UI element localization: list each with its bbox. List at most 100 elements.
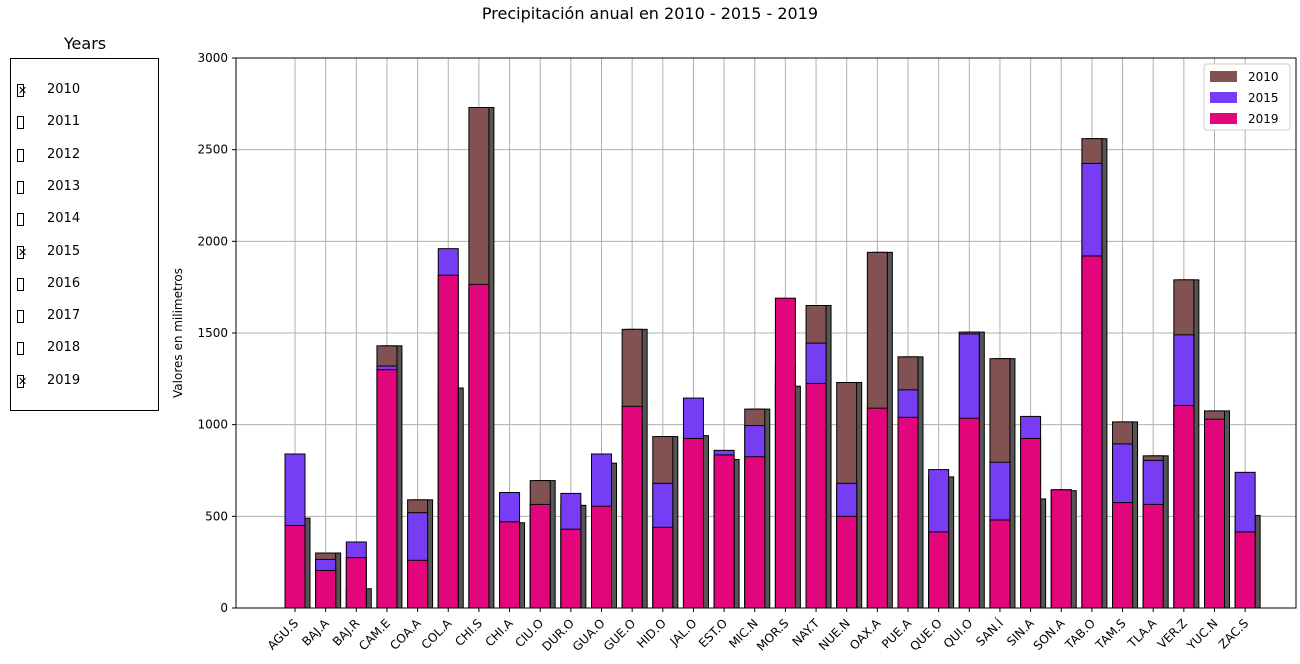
y-tick-label: 3000 [197, 51, 228, 65]
x-tick-label: HID.O [634, 616, 669, 651]
x-tick-label: YUC.N [1184, 616, 1221, 653]
x-tick-label: JAL.O [667, 616, 700, 649]
year-option-2018[interactable]: 2018 [11, 339, 151, 359]
x-tick-label: SAN.Í [973, 615, 1007, 649]
y-tick-label: 500 [205, 509, 228, 523]
year-option-2010[interactable]: ✕ 2010 [11, 81, 151, 101]
year-label: 2018 [47, 340, 81, 356]
bar-2019 [1050, 489, 1072, 609]
bar-2019 [591, 505, 612, 609]
bar-2019 [499, 521, 521, 609]
year-option-2017[interactable]: 2017 [11, 307, 151, 327]
bar-2019 [652, 526, 674, 609]
y-tick-label: 0 [220, 601, 228, 615]
bar-2019 [928, 531, 950, 609]
x-tick-label: GUE.O [601, 616, 638, 653]
bar-2019 [284, 525, 306, 609]
year-option-2013[interactable]: 2013 [11, 178, 151, 198]
year-checkbox-2015[interactable]: ✕ [17, 245, 28, 259]
y-tick-label: 1000 [197, 418, 228, 432]
bar-2019 [805, 382, 827, 609]
bar-2019 [1142, 503, 1164, 609]
chart-title: Precipitación anual en 2010 - 2015 - 201… [481, 4, 819, 23]
year-checkbox-2011[interactable] [17, 116, 24, 130]
year-checkbox-2014[interactable] [17, 213, 24, 227]
bar-2019 [774, 297, 796, 609]
legend-label-2019: 2019 [1248, 112, 1279, 126]
bar-2019 [1173, 404, 1195, 609]
year-label: 2015 [47, 243, 81, 259]
year-checkbox-2012[interactable] [17, 148, 24, 162]
bar-2019 [958, 417, 980, 609]
bar-2019 [836, 515, 858, 609]
bar-2019 [866, 407, 888, 609]
year-checkbox-2013[interactable] [17, 180, 24, 194]
bar-2019 [437, 274, 459, 609]
y-tick-label: 2000 [197, 234, 228, 248]
x-tick-label: AGU.S [265, 616, 301, 652]
year-label: 2010 [47, 82, 81, 97]
x-tick-label: COL.A [419, 616, 455, 652]
bar-2019 [560, 528, 582, 609]
years-selector-title: Years [63, 34, 107, 53]
year-option-2019[interactable]: ✕ 2019 [11, 372, 151, 392]
x-tick-label: EST.O [696, 616, 730, 650]
year-option-2011[interactable]: 2011 [11, 113, 151, 133]
year-label: 2014 [47, 211, 81, 227]
legend-label-2010: 2010 [1248, 70, 1279, 84]
y-axis-label: Valores en milimetros [171, 268, 185, 398]
legend-swatch-2010 [1210, 71, 1237, 82]
y-tick-label: 1500 [197, 326, 228, 340]
bar-2019 [407, 559, 429, 609]
bar-2019 [989, 519, 1011, 609]
x-tick-label: VER.Z [1155, 616, 1190, 651]
x-tick-label: CHI.S [452, 616, 485, 649]
year-option-2014[interactable]: 2014 [11, 210, 151, 230]
x-tick-label: TLA.A [1124, 616, 1159, 651]
bar-2019 [1112, 502, 1134, 609]
x-tick-label: TAM.S [1092, 616, 1128, 652]
y-tick-label: 2500 [197, 143, 228, 157]
legend-swatch-2019 [1210, 113, 1237, 124]
bar-2019 [1234, 531, 1256, 609]
x-tick-label: QUI.O [941, 616, 976, 651]
x-tick-label: MOR.S [754, 616, 792, 654]
x-tick-label: NUE.N [816, 616, 853, 653]
bar-2019 [315, 569, 337, 609]
year-label: 2019 [47, 372, 81, 388]
bar-2019 [1020, 437, 1042, 609]
year-label: 2012 [47, 146, 81, 162]
year-checkbox-2016[interactable] [17, 277, 24, 291]
bar-2019 [713, 454, 735, 609]
x-tick-label: ZAC.S [1216, 616, 1251, 651]
year-checkbox-2010[interactable]: ✕ [17, 84, 28, 97]
x-tick-label: BAJ.A [299, 616, 332, 649]
bar-2019 [682, 437, 704, 609]
x-tick-label: CAM.E [356, 616, 393, 653]
year-option-2016[interactable]: 2016 [11, 275, 151, 295]
year-label: 2011 [47, 114, 81, 130]
bar-2019 [621, 405, 643, 609]
year-checkbox-2017[interactable] [17, 310, 24, 324]
year-label: 2017 [47, 308, 81, 324]
bar-2019 [345, 557, 367, 609]
years-selector-panel: ✕ 2010 2011 2012 2013 2014 ✕ 2015 2016 2017 2018 ✕ 2… [10, 58, 159, 411]
bar-2019 [529, 503, 551, 609]
bar-2019 [897, 416, 919, 609]
year-checkbox-2018[interactable] [17, 342, 24, 356]
year-label: 2013 [47, 178, 81, 194]
bar-2019 [376, 369, 398, 609]
x-tick-label: QUE.O [907, 616, 945, 654]
year-checkbox-2019[interactable]: ✕ [17, 374, 28, 388]
bar-2019 [1081, 255, 1103, 609]
year-option-2015[interactable]: ✕ 2015 [11, 243, 151, 263]
legend-label-2015: 2015 [1248, 91, 1279, 105]
x-tick-label: CHI.A [482, 616, 516, 650]
bar-2019 [744, 456, 766, 609]
year-label: 2016 [47, 275, 81, 291]
bar-2019 [1204, 418, 1225, 609]
year-option-2012[interactable]: 2012 [11, 146, 151, 166]
x-tick-label: GUA.O [570, 616, 608, 654]
bar-2019 [468, 283, 490, 609]
x-tick-label: TAB.O [1062, 616, 1098, 652]
